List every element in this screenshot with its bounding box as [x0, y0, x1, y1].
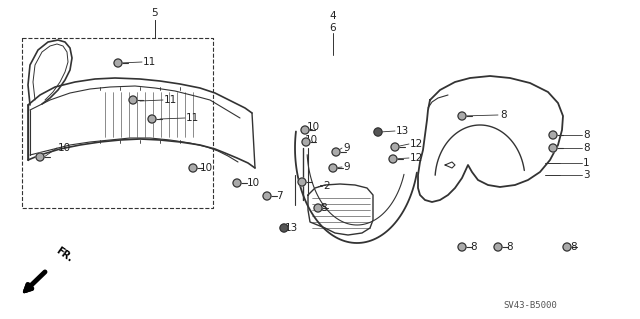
Text: 8: 8 [506, 242, 513, 252]
Text: 3: 3 [583, 170, 589, 180]
Text: 8: 8 [583, 143, 589, 153]
Circle shape [332, 148, 340, 156]
Text: 5: 5 [152, 8, 158, 18]
Circle shape [36, 153, 44, 161]
Text: 2: 2 [323, 181, 330, 191]
Text: 4: 4 [330, 11, 336, 21]
Circle shape [563, 243, 571, 251]
Circle shape [148, 115, 156, 123]
Text: 8: 8 [500, 110, 507, 120]
Circle shape [263, 192, 271, 200]
Text: 10: 10 [247, 178, 260, 188]
Text: 12: 12 [410, 153, 423, 163]
Text: SV43-B5000: SV43-B5000 [503, 300, 557, 309]
Circle shape [129, 96, 137, 104]
Circle shape [374, 128, 382, 136]
Text: 13: 13 [396, 126, 409, 136]
Text: 12: 12 [410, 139, 423, 149]
Circle shape [233, 179, 241, 187]
Text: 6: 6 [330, 23, 336, 33]
Circle shape [549, 144, 557, 152]
Circle shape [391, 143, 399, 151]
Circle shape [549, 131, 557, 139]
Text: 8: 8 [470, 242, 477, 252]
Circle shape [389, 155, 397, 163]
Text: 9: 9 [343, 143, 349, 153]
Circle shape [114, 59, 122, 67]
Circle shape [189, 164, 197, 172]
Text: 1: 1 [583, 158, 589, 168]
Circle shape [494, 243, 502, 251]
Circle shape [302, 138, 310, 146]
Text: 8: 8 [570, 242, 577, 252]
Circle shape [458, 243, 466, 251]
Text: 10: 10 [307, 122, 320, 132]
Text: 11: 11 [143, 57, 156, 67]
Circle shape [329, 164, 337, 172]
Text: 7: 7 [276, 191, 283, 201]
Text: 9: 9 [343, 162, 349, 172]
Text: FR.: FR. [54, 246, 74, 264]
Text: 11: 11 [186, 113, 199, 123]
Text: 10: 10 [305, 135, 318, 145]
Circle shape [314, 204, 322, 212]
Text: 8: 8 [583, 130, 589, 140]
Text: 13: 13 [285, 223, 298, 233]
Text: 10: 10 [200, 163, 213, 173]
Circle shape [458, 112, 466, 120]
Text: 11: 11 [164, 95, 177, 105]
Text: 8: 8 [320, 203, 326, 213]
Circle shape [301, 126, 309, 134]
Circle shape [280, 224, 288, 232]
Text: 10: 10 [58, 143, 71, 153]
Circle shape [298, 178, 306, 186]
